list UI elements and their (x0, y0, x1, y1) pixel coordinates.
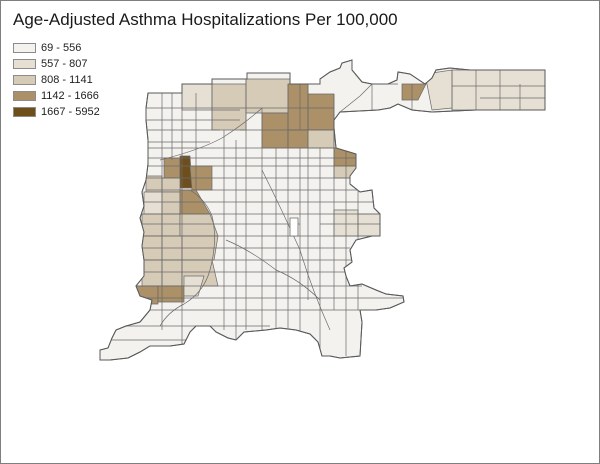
legend-swatch-5 (13, 107, 36, 117)
tract-ne-3 (401, 83, 427, 101)
tract-e-2 (357, 213, 381, 237)
legend-label-4: 1142 - 1666 (41, 90, 99, 102)
city-area (99, 59, 546, 361)
legend-swatch-2 (13, 59, 36, 69)
tract-w-1 (163, 157, 181, 179)
map-title: Age-Adjusted Asthma Hospitalizations Per… (13, 10, 398, 29)
tract-n-6 (261, 112, 289, 149)
legend-item-5: 1667 - 5952 (13, 105, 100, 119)
park-area (289, 217, 299, 237)
legend-label-5: 1667 - 5952 (41, 106, 100, 118)
legend-swatch-1 (13, 43, 36, 53)
tract-w-9 (141, 213, 163, 237)
legend: 69 - 556 557 - 807 808 - 1141 1142 - 166… (13, 41, 100, 121)
tract-boundaries (110, 70, 545, 356)
legend-swatch-3 (13, 75, 36, 85)
tract-ne-1 (451, 69, 545, 111)
tract-n-1 (181, 83, 213, 111)
city-boundary (99, 59, 546, 361)
tract-n-7 (287, 129, 309, 149)
tract-w-6 (143, 191, 163, 215)
legend-label-1: 69 - 556 (41, 42, 82, 54)
tract-w-4 (145, 175, 163, 193)
legend-label-2: 557 - 807 (41, 58, 88, 70)
tract-n-5 (307, 93, 335, 131)
shaded-tracts (135, 69, 545, 305)
tract-n-8 (307, 129, 335, 149)
legend-item-3: 808 - 1141 (13, 73, 100, 87)
tract-w-7 (161, 191, 181, 215)
legend-label-3: 808 - 1141 (41, 74, 93, 86)
tract-n-2 (211, 83, 247, 131)
tract-n-4 (287, 83, 309, 131)
tract-w-10 (161, 213, 181, 237)
tract-w-16 (161, 259, 183, 287)
legend-swatch-4 (13, 91, 36, 101)
legend-item-1: 69 - 556 (13, 41, 100, 55)
tract-w-15 (141, 259, 163, 287)
legend-item-4: 1142 - 1666 (13, 89, 100, 103)
legend-item-2: 557 - 807 (13, 57, 100, 71)
